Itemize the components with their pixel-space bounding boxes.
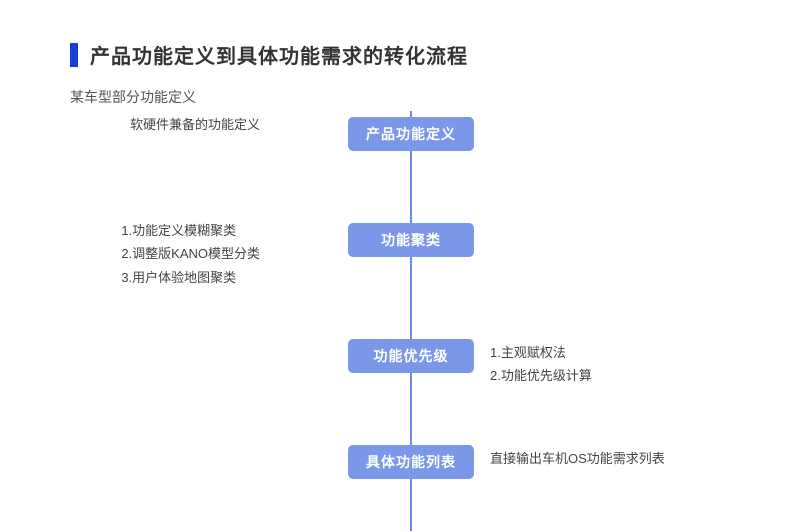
page-subtitle: 某车型部分功能定义	[70, 87, 726, 107]
flow-node-left-annotation: 软硬件兼备的功能定义	[130, 113, 260, 136]
page-title: 产品功能定义到具体功能需求的转化流程	[90, 40, 468, 69]
flow-diagram: 产品功能定义 软硬件兼备的功能定义功能聚类 1.功能定义模糊聚类 2.调整版KANO…	[70, 111, 726, 531]
flow-node: 具体功能列表	[348, 445, 474, 479]
flow-node-left-annotation: 1.功能定义模糊聚类 2.调整版KANO模型分类 3.用户体验地图聚类	[121, 219, 260, 289]
flow-node: 功能聚类	[348, 223, 474, 257]
flow-node-right-annotation: 1.主观赋权法 2.功能优先级计算	[490, 341, 670, 388]
flow-node: 产品功能定义	[348, 117, 474, 151]
flow-node: 功能优先级	[348, 339, 474, 373]
page-title-row: 产品功能定义到具体功能需求的转化流程	[70, 40, 726, 69]
title-accent-bar	[70, 43, 78, 67]
flow-node-right-annotation: 直接输出车机OS功能需求列表	[490, 447, 670, 470]
